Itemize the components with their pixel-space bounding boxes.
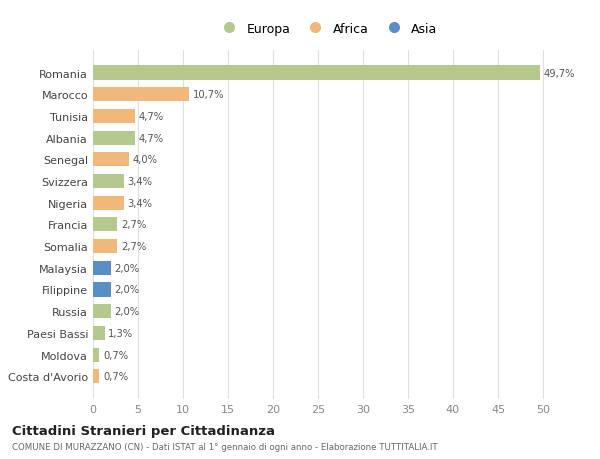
Text: 4,7%: 4,7% bbox=[139, 133, 164, 143]
Text: 0,7%: 0,7% bbox=[103, 350, 128, 360]
Text: 4,7%: 4,7% bbox=[139, 112, 164, 122]
Bar bbox=[93, 110, 136, 124]
Text: 3,4%: 3,4% bbox=[127, 198, 152, 208]
Text: 10,7%: 10,7% bbox=[193, 90, 224, 100]
Text: COMUNE DI MURAZZANO (CN) - Dati ISTAT al 1° gennaio di ogni anno - Elaborazione : COMUNE DI MURAZZANO (CN) - Dati ISTAT al… bbox=[12, 442, 437, 451]
Text: 1,3%: 1,3% bbox=[108, 328, 133, 338]
Bar bbox=[93, 261, 111, 275]
Bar bbox=[93, 218, 118, 232]
Text: 0,7%: 0,7% bbox=[103, 371, 128, 381]
Bar bbox=[93, 240, 118, 253]
Bar bbox=[93, 131, 136, 146]
Text: 2,7%: 2,7% bbox=[121, 241, 146, 252]
Bar bbox=[93, 67, 540, 80]
Text: 3,4%: 3,4% bbox=[127, 177, 152, 187]
Text: 2,0%: 2,0% bbox=[115, 307, 140, 317]
Bar bbox=[93, 369, 100, 383]
Text: 2,0%: 2,0% bbox=[115, 263, 140, 273]
Bar bbox=[93, 88, 190, 102]
Text: 2,0%: 2,0% bbox=[115, 285, 140, 295]
Bar bbox=[93, 196, 124, 210]
Bar bbox=[93, 283, 111, 297]
Bar bbox=[93, 348, 100, 362]
Text: 4,0%: 4,0% bbox=[133, 155, 158, 165]
Legend: Europa, Africa, Asia: Europa, Africa, Asia bbox=[212, 18, 443, 41]
Bar bbox=[93, 174, 124, 189]
Text: 2,7%: 2,7% bbox=[121, 220, 146, 230]
Bar bbox=[93, 153, 129, 167]
Text: Cittadini Stranieri per Cittadinanza: Cittadini Stranieri per Cittadinanza bbox=[12, 425, 275, 437]
Bar bbox=[93, 304, 111, 319]
Bar bbox=[93, 326, 105, 340]
Text: 49,7%: 49,7% bbox=[544, 68, 575, 78]
